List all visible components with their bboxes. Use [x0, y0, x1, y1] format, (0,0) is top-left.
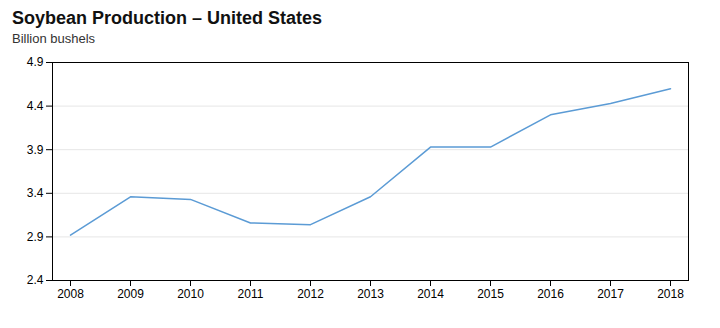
svg-text:3.9: 3.9	[27, 143, 44, 157]
html-text:Billion bushels: Billion bushels	[12, 31, 96, 46]
svg-text:2012: 2012	[297, 287, 324, 301]
svg-text:2010: 2010	[177, 287, 204, 301]
svg-text:2.4: 2.4	[27, 273, 44, 287]
svg-text:2.9: 2.9	[27, 230, 44, 244]
svg-text:2018: 2018	[657, 287, 684, 301]
svg-text:2014: 2014	[417, 287, 444, 301]
svg-text:2009: 2009	[117, 287, 144, 301]
svg-text:2013: 2013	[357, 287, 384, 301]
svg-text:2017: 2017	[597, 287, 624, 301]
html-text:Soybean Production – United St: Soybean Production – United States	[12, 8, 323, 28]
svg-text:2016: 2016	[537, 287, 564, 301]
svg-text:3.4: 3.4	[27, 186, 44, 200]
svg-text:4.4: 4.4	[27, 99, 44, 113]
svg-text:2011: 2011	[238, 287, 264, 301]
svg-text:2008: 2008	[57, 287, 84, 301]
svg-text:2015: 2015	[477, 287, 504, 301]
svg-text:4.9: 4.9	[27, 55, 44, 69]
